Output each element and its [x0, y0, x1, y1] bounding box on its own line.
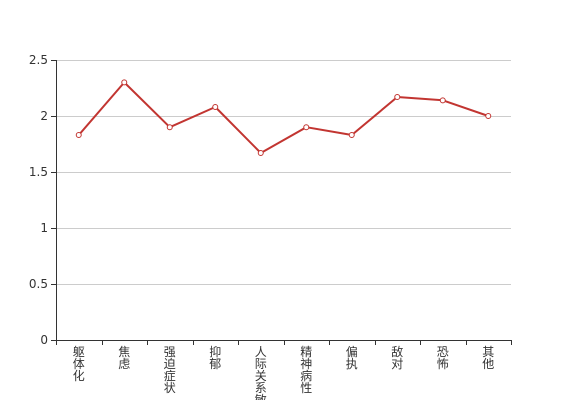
x-tick-labels: 躯体化 焦虑 强迫症状 抑郁 人际关系敏感 精神病性 偏执 敌对 恐怖 其他	[73, 344, 495, 400]
x-tick-label: 人际关系敏感	[255, 345, 267, 400]
y-tick-label: 2	[40, 109, 48, 123]
x-tick-label: 恐怖	[437, 345, 449, 371]
x-tick-label: 焦虑	[118, 345, 130, 371]
x-tick-label: 其他	[482, 345, 494, 371]
data-point[interactable]	[212, 104, 219, 111]
data-point[interactable]	[257, 149, 264, 156]
data-point[interactable]	[121, 79, 128, 86]
x-tick-label: 躯体化	[73, 344, 85, 383]
data-point[interactable]	[439, 97, 446, 104]
y-tick-label: 1	[40, 221, 48, 235]
x-tick-label: 抑郁	[209, 344, 221, 371]
series	[75, 79, 492, 156]
axes	[51, 60, 512, 345]
y-tick-label: 0.5	[29, 277, 48, 291]
y-tick-labels: 0 0.5 1 1.5 2 2.5	[29, 53, 48, 347]
data-point[interactable]	[348, 132, 355, 139]
x-tick-label: 敌对	[391, 344, 403, 371]
x-tick-label: 强迫症状	[164, 345, 176, 395]
y-tick-label: 1.5	[29, 165, 48, 179]
data-point[interactable]	[394, 93, 401, 100]
x-tick-label: 精神病性	[300, 345, 312, 395]
y-tick-label: 2.5	[29, 53, 48, 67]
y-tick-label: 0	[40, 333, 48, 347]
data-point[interactable]	[485, 113, 492, 119]
grid-lines	[56, 60, 511, 285]
data-point[interactable]	[303, 124, 310, 131]
data-point[interactable]	[75, 132, 82, 139]
data-point[interactable]	[166, 124, 173, 131]
series-line	[78, 81, 489, 154]
x-tick-label: 偏执	[346, 344, 358, 371]
